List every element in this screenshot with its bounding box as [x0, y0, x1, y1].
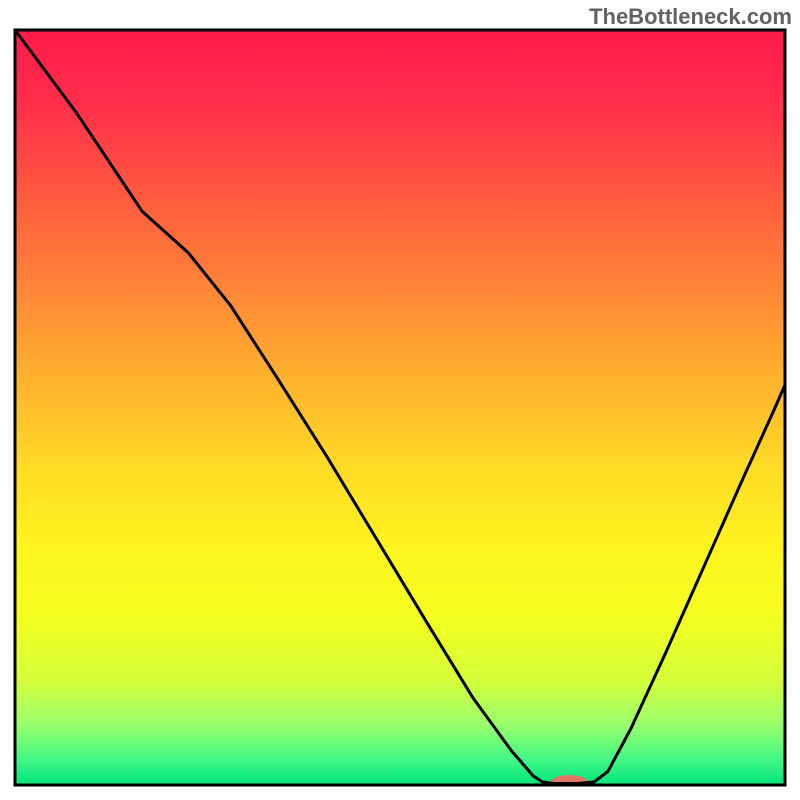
chart-background	[15, 30, 785, 785]
bottleneck-chart	[0, 0, 800, 800]
plot-area	[15, 30, 785, 789]
chart-stage: TheBottleneck.com	[0, 0, 800, 800]
